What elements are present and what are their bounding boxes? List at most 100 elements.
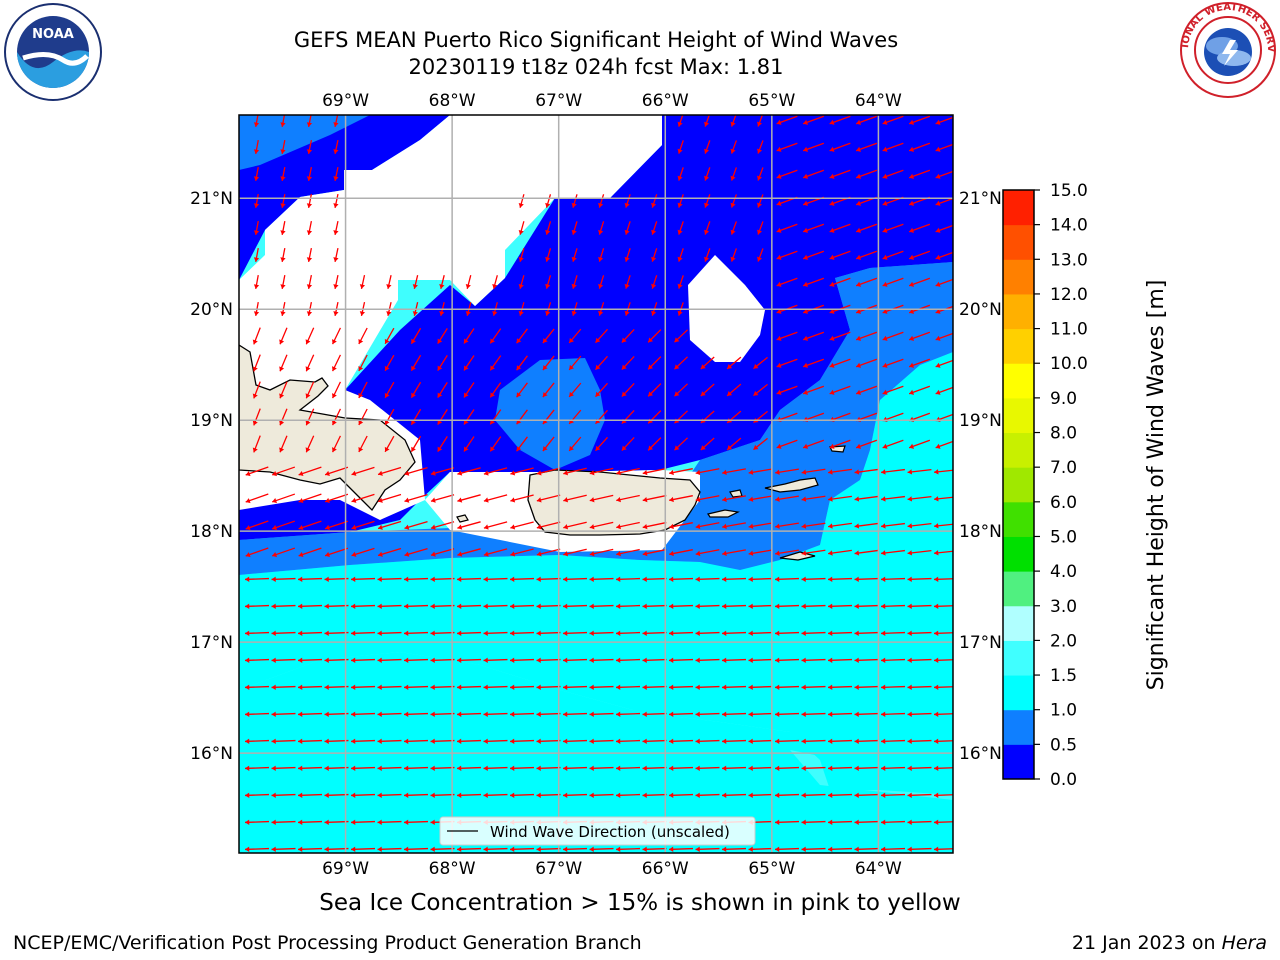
wave-arrow-head [674,391,680,397]
wave-arrow-head [881,792,886,798]
wave-arrow-head [563,846,568,852]
wave-arrow-head [616,684,621,690]
wave-arrow-head [882,389,888,395]
wave-arrow-head [306,203,313,208]
wave-arrow-head [907,792,912,798]
wave-arrow-head [536,846,541,852]
wave-arrow-head [882,146,888,152]
wave-arrow-head [829,281,835,287]
wave-arrow-head [801,846,806,852]
wave-arrow-head [378,470,383,476]
wave-arrow-head [909,362,915,368]
wave-band-0.5-1.0-nw [239,115,370,170]
wave-arrow-head [404,765,409,771]
wave-arrow-head [803,308,809,314]
wave-arrow-head [881,765,886,771]
wave-arrow-head [545,202,551,208]
wave-arrow-head [430,684,435,690]
wave-arrow-head [828,496,833,502]
wave-arrow-head [386,311,392,316]
wave-arrow-head [351,551,357,557]
wave-arrow-head [483,711,488,717]
wave-arrow-head [305,366,311,372]
st-croix [779,551,816,561]
wave-arrow-head [569,445,574,451]
colorbar-frame [1002,189,1035,780]
wave-arrow-head [695,765,700,771]
wave-arrow-head [616,497,621,503]
wave-arrow-head [279,447,285,453]
wave-arrow-head [616,711,621,717]
wave-arrow-head [748,846,753,852]
wave-arrow-head [616,765,621,771]
colorbar-tick-label: 9.0 [1050,389,1077,409]
wave-arrow-head [856,308,862,314]
wave-arrow-head [377,711,382,717]
wave-arrow-head [856,443,862,449]
wave-arrow-head [377,576,382,582]
wave-arrow-head [332,420,337,426]
wave-arrow-head [695,550,701,557]
wave-arrow-head [775,603,780,609]
wave-arrow-head [881,496,886,502]
wave-arrow-head [934,496,939,502]
wave-arrow-head [882,335,888,341]
wave-arrow-head [704,256,710,262]
wave-arrow-head [465,284,471,289]
colorbar-swatch [1003,328,1034,364]
wave-arrow-head [536,711,541,717]
wave-arrow-head [854,792,859,798]
wave-arrow-head [695,469,701,476]
wave-arrow-head [642,711,647,717]
wave-arrow-head [775,657,780,663]
wave-arrow-head [674,364,680,370]
wave-arrow-head [306,122,313,127]
wave-arrow-head [245,738,250,744]
wave-arrow-head [934,738,939,744]
wave-arrow-head [245,792,250,798]
wave-arrow-head [563,470,569,476]
wave-arrow-head [280,176,286,181]
lon-label: 67°W [535,91,582,111]
arrow-legend: Wind Wave Direction (unscaled) [439,816,756,846]
wave-arrow-head [298,497,304,504]
wave-arrow-head [298,603,303,609]
no-data-north [239,115,662,390]
wave-arrow-head [753,390,759,396]
wave-arrow-head [677,202,683,208]
wave-arrow-head [695,846,700,852]
wave-arrow-head [856,146,862,152]
wave-arrow-head [463,338,469,344]
wave-arrow-head [624,283,630,289]
wave-arrow-head [642,576,647,582]
wave-arrow-head [695,657,700,663]
wave-arrow-head [518,202,524,208]
wave-arrow-head [457,603,462,609]
wave-arrow-head [298,792,303,798]
wave-arrow-head [510,846,515,852]
wave-arrow-head [377,630,382,636]
wave-arrow-head [674,337,680,343]
colorbar-tick-label: 14.0 [1050,216,1088,236]
wave-arrow-head [722,711,727,717]
wave-arrow-head [722,550,727,557]
wave-arrow-head [803,146,809,152]
wave-arrow-head [829,146,835,152]
wave-arrow-head [358,420,364,425]
wave-arrow-head [298,524,304,531]
wave-arrow-head [677,229,683,235]
wave-arrow-head [881,469,886,475]
wave-arrow-head [324,819,329,825]
wave-arrow-head [669,550,674,557]
wave-arrow-head [935,389,941,395]
wave-arrow-head [748,576,753,582]
wave-arrow-head [252,339,258,345]
wave-arrow-head [934,603,939,609]
wave-arrow-head [624,256,630,262]
wave-arrow-head [253,230,260,235]
wave-arrow-head [776,146,782,152]
wave-arrow-head [856,200,862,206]
wave-arrow-head [695,603,700,609]
wave-arrow-head [245,603,250,609]
wave-arrow-head [271,603,276,609]
